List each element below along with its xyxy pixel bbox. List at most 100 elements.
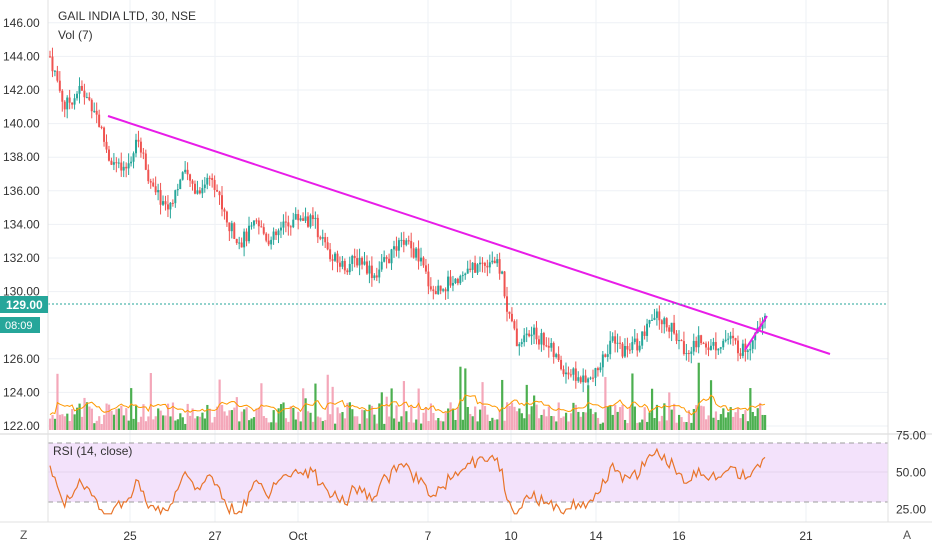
candle-body	[633, 338, 636, 343]
candle-body	[476, 264, 479, 273]
candle-body	[341, 260, 344, 267]
rsi-tick-label: 25.00	[896, 502, 926, 516]
volume-bar	[451, 408, 455, 430]
volume-bar	[515, 411, 519, 430]
price-tick-label: 124.00	[3, 385, 40, 399]
volume-bar	[727, 412, 730, 430]
candle-body	[459, 275, 462, 284]
volume-bar	[240, 411, 243, 430]
volume-bar	[61, 414, 64, 430]
price-tick-label: 134.00	[3, 217, 40, 231]
volume-bar	[437, 418, 440, 430]
trendline-breakout[interactable]	[744, 315, 768, 351]
volume-bar	[341, 412, 344, 430]
zoom-button[interactable]: Z	[20, 528, 27, 542]
volume-bar	[334, 423, 337, 430]
volume-bar	[147, 416, 150, 430]
volume-bar	[329, 414, 332, 430]
candle-body	[754, 333, 757, 341]
candle-body	[363, 261, 366, 265]
candle-body	[471, 262, 474, 270]
candle-body	[397, 240, 400, 251]
candle-body	[614, 336, 617, 344]
candle-body	[606, 354, 609, 357]
candle-body	[51, 56, 54, 72]
candle-body	[270, 239, 273, 245]
candle-body	[415, 248, 418, 258]
volume-bar	[174, 420, 177, 430]
candle-body	[601, 354, 604, 368]
candle-body	[503, 271, 506, 297]
volume-bar	[560, 417, 563, 430]
volume-bar	[279, 404, 283, 430]
volume-bar	[623, 419, 627, 430]
time-tick-label: Oct	[289, 529, 308, 543]
volume-bar	[636, 422, 639, 430]
volume-bar	[53, 418, 57, 430]
volume-bar	[754, 416, 757, 430]
candle-body	[557, 354, 560, 360]
trendline-descending[interactable]	[107, 115, 831, 355]
volume-bar	[235, 397, 238, 430]
rsi-legend[interactable]: RSI (14, close)	[53, 444, 132, 458]
candle-body	[225, 211, 228, 223]
volume-bar	[707, 415, 710, 430]
volume-bar	[193, 418, 197, 430]
auto-scale-button[interactable]: A	[903, 528, 911, 542]
main-legend[interactable]: GAIL INDIA LTD, 30, NSE	[58, 9, 196, 23]
candle-body	[552, 343, 555, 357]
volume-bar	[117, 408, 120, 430]
volume-bar	[164, 415, 167, 430]
volume-bar	[663, 403, 666, 430]
price-tick-label: 140.00	[3, 117, 40, 131]
volume-bar	[206, 404, 209, 430]
candle-body	[154, 186, 157, 193]
volume-bar	[378, 403, 381, 430]
candle-body	[702, 343, 705, 345]
candle-body	[238, 242, 241, 244]
volume-bar	[518, 408, 521, 430]
price-tick-label: 136.00	[3, 184, 40, 198]
candle-body	[243, 231, 246, 248]
candle-body	[562, 369, 565, 375]
candle-body	[257, 220, 260, 227]
volume-legend[interactable]: Vol (7)	[58, 28, 93, 42]
time-axis[interactable]: 25 27 Oct 7 10 14 16 21	[123, 529, 813, 543]
candle-body	[213, 179, 216, 190]
volume-bar	[641, 419, 644, 430]
candle-body	[302, 218, 305, 221]
price-tick-label: 122.00	[3, 419, 40, 433]
volume-bar	[619, 407, 622, 430]
rsi-axis[interactable]: 75.00 50.00 25.00	[896, 429, 926, 517]
candle-body	[508, 311, 511, 314]
volume-bar	[759, 402, 762, 430]
candle-body	[289, 226, 292, 228]
candle-body	[385, 257, 388, 259]
volume-bar	[189, 415, 192, 430]
candle-body	[176, 189, 179, 191]
last-price-label: 129.00	[6, 298, 43, 312]
candle-body	[542, 333, 545, 346]
volume-bar	[216, 406, 219, 430]
price-tick-label: 142.00	[3, 83, 40, 97]
candle-body	[193, 183, 196, 194]
volume-bar	[265, 417, 268, 430]
volume-bar	[58, 414, 62, 430]
volume-bar	[673, 403, 676, 430]
volume-bar	[277, 408, 280, 430]
volume-bar	[736, 407, 740, 430]
candle-body	[351, 255, 354, 264]
volume-bar	[734, 412, 737, 430]
price-axis[interactable]: 146.00 144.00 142.00 140.00 138.00 136.00 134.…	[3, 0, 49, 522]
volume-bar	[454, 419, 457, 430]
candle-body	[255, 220, 258, 222]
volume-bar	[56, 373, 59, 430]
candle-body	[272, 231, 275, 240]
price-tick-label: 138.00	[3, 150, 40, 164]
candle-body	[71, 102, 74, 105]
candle-body	[611, 336, 614, 341]
candle-body	[61, 90, 64, 102]
time-tick-label: 27	[208, 529, 222, 543]
candle-body	[587, 378, 590, 383]
